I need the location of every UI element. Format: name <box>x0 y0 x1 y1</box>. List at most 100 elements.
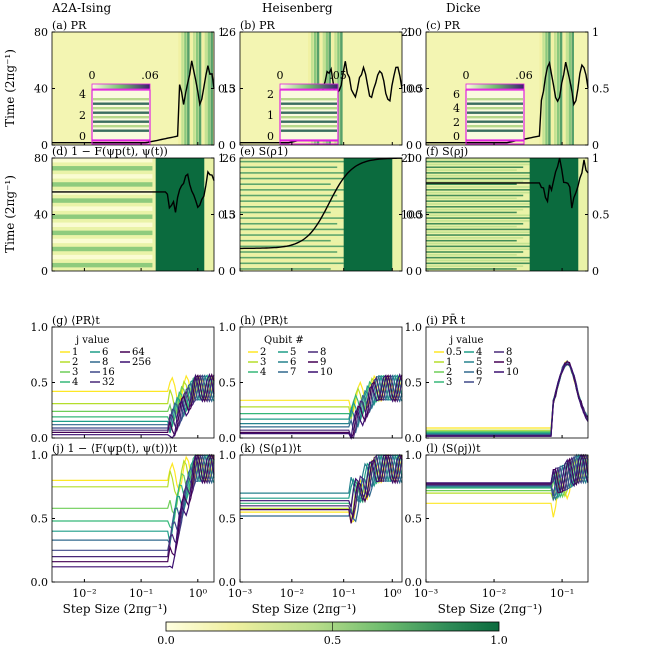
inset-band <box>281 98 337 101</box>
legend-label: 7 <box>290 367 296 378</box>
inset-band <box>93 102 149 105</box>
xlabel-col2: Step Size (2πg⁻¹) <box>252 602 357 616</box>
series-line <box>240 454 403 519</box>
legend-label: 9 <box>320 357 326 368</box>
inset-band <box>467 107 523 110</box>
inset-ytick: 0 <box>453 130 460 143</box>
ytick-label: 100 <box>401 83 422 96</box>
heatmap-band <box>240 214 357 217</box>
column-header-dicke: Dicke <box>446 1 481 15</box>
heatmap-stripe <box>551 32 554 145</box>
ytick-right-label: 0.5 <box>218 83 236 96</box>
heatmap-band <box>240 234 344 236</box>
heatmap-band <box>426 234 530 236</box>
ytick-label: 0.5 <box>405 377 423 390</box>
xtick-label: 10⁻² <box>72 587 96 600</box>
heatmap-stripe <box>181 32 184 145</box>
heatmap-band <box>240 203 351 205</box>
heatmap-band <box>426 265 524 267</box>
heatmap-band <box>426 186 543 188</box>
heatmap-band <box>240 174 351 177</box>
inset-ytick: 4 <box>79 88 86 101</box>
series-line <box>52 374 215 432</box>
heatmap-band <box>426 228 543 231</box>
heatmap-band <box>240 251 338 253</box>
inset-frame <box>279 89 339 141</box>
series-line <box>426 454 589 501</box>
heatmap-band <box>240 231 351 234</box>
heatmap-band <box>426 220 530 222</box>
ytick-label: 80 <box>34 26 48 39</box>
heatmap-band <box>240 169 331 171</box>
inset-band <box>281 129 337 132</box>
heatmap-band <box>426 203 537 205</box>
legend-label: 2 <box>446 367 452 378</box>
heatmap-band <box>426 225 517 228</box>
legend-title: j value <box>75 335 110 346</box>
heatmap-dense-region <box>343 158 393 271</box>
heatmap-band <box>52 166 153 171</box>
inset-band <box>467 116 523 119</box>
inset-cbar-tick: 0 <box>463 69 470 82</box>
series-line <box>240 454 403 504</box>
ytick-label: 0.0 <box>405 432 423 445</box>
inset-band <box>281 120 337 123</box>
heatmap-band <box>240 237 338 239</box>
legend-label: 8 <box>102 357 108 368</box>
heatmap-dense-region <box>155 158 205 271</box>
heatmap-band <box>426 180 524 183</box>
colorbar-tick-05: 0.5 <box>324 634 342 647</box>
xtick-label: 10⁻³ <box>228 587 252 600</box>
series-line <box>426 454 589 497</box>
legend-label: 4 <box>476 347 482 358</box>
inset-band <box>281 102 337 105</box>
plot-bg <box>426 327 588 438</box>
ytick-label: 1.0 <box>405 449 423 462</box>
ytick-right-label: 1 <box>592 152 599 165</box>
ytick-label: 200 <box>401 26 422 39</box>
heatmap-band <box>426 231 537 234</box>
series-line <box>52 454 215 547</box>
series-line <box>52 372 215 439</box>
heatmap-band <box>426 197 517 200</box>
inset-band <box>93 98 149 101</box>
legend-label: 8 <box>320 347 326 358</box>
heatmap-band <box>240 211 331 214</box>
legend-label: 5 <box>476 357 482 368</box>
heatmap-band <box>240 268 331 270</box>
legend-label: 256 <box>132 357 151 368</box>
heatmap-band <box>240 239 331 242</box>
panel-l: (l) ⟨S(ρj)⟩t 0.0 0.5 1.0 10⁻³ 10⁻² 10⁻¹ <box>405 442 589 600</box>
series-line <box>52 454 215 493</box>
heatmap-band <box>426 242 543 245</box>
series-line <box>426 453 589 494</box>
ytick-label: 0 <box>41 139 48 152</box>
ytick-label: 13 <box>222 209 236 222</box>
legend-label: 2 <box>260 347 266 358</box>
heatmap-band <box>426 177 530 180</box>
panel-title-d: (d) 1 − F(ψp(t), ψ(t)) <box>52 145 168 158</box>
legend-label: 5 <box>290 347 296 358</box>
legend-label: 8 <box>506 347 512 358</box>
series-line <box>240 374 403 440</box>
ytick-label: 1.0 <box>219 449 237 462</box>
heatmap-band <box>52 254 153 260</box>
heatmap-band <box>240 208 338 211</box>
legend-label: 10 <box>320 367 333 378</box>
legend-label: 7 <box>476 377 482 388</box>
heatmap-band <box>52 182 153 187</box>
ytick-label: 0.5 <box>219 513 237 526</box>
ytick-label: 0 <box>229 265 236 278</box>
heatmap-band <box>240 197 331 200</box>
heatmap-stripe <box>192 32 196 145</box>
ytick-label: 0.0 <box>31 432 49 445</box>
panel-title-a: (a) PR <box>52 19 87 32</box>
xtick-label: 10⁻³ <box>414 587 438 600</box>
heatmap-band <box>52 262 153 268</box>
inset-frame <box>91 89 151 141</box>
inset-ytick: 0 <box>267 130 274 143</box>
ytick-label: 40 <box>34 83 48 96</box>
inset-band <box>93 111 149 114</box>
